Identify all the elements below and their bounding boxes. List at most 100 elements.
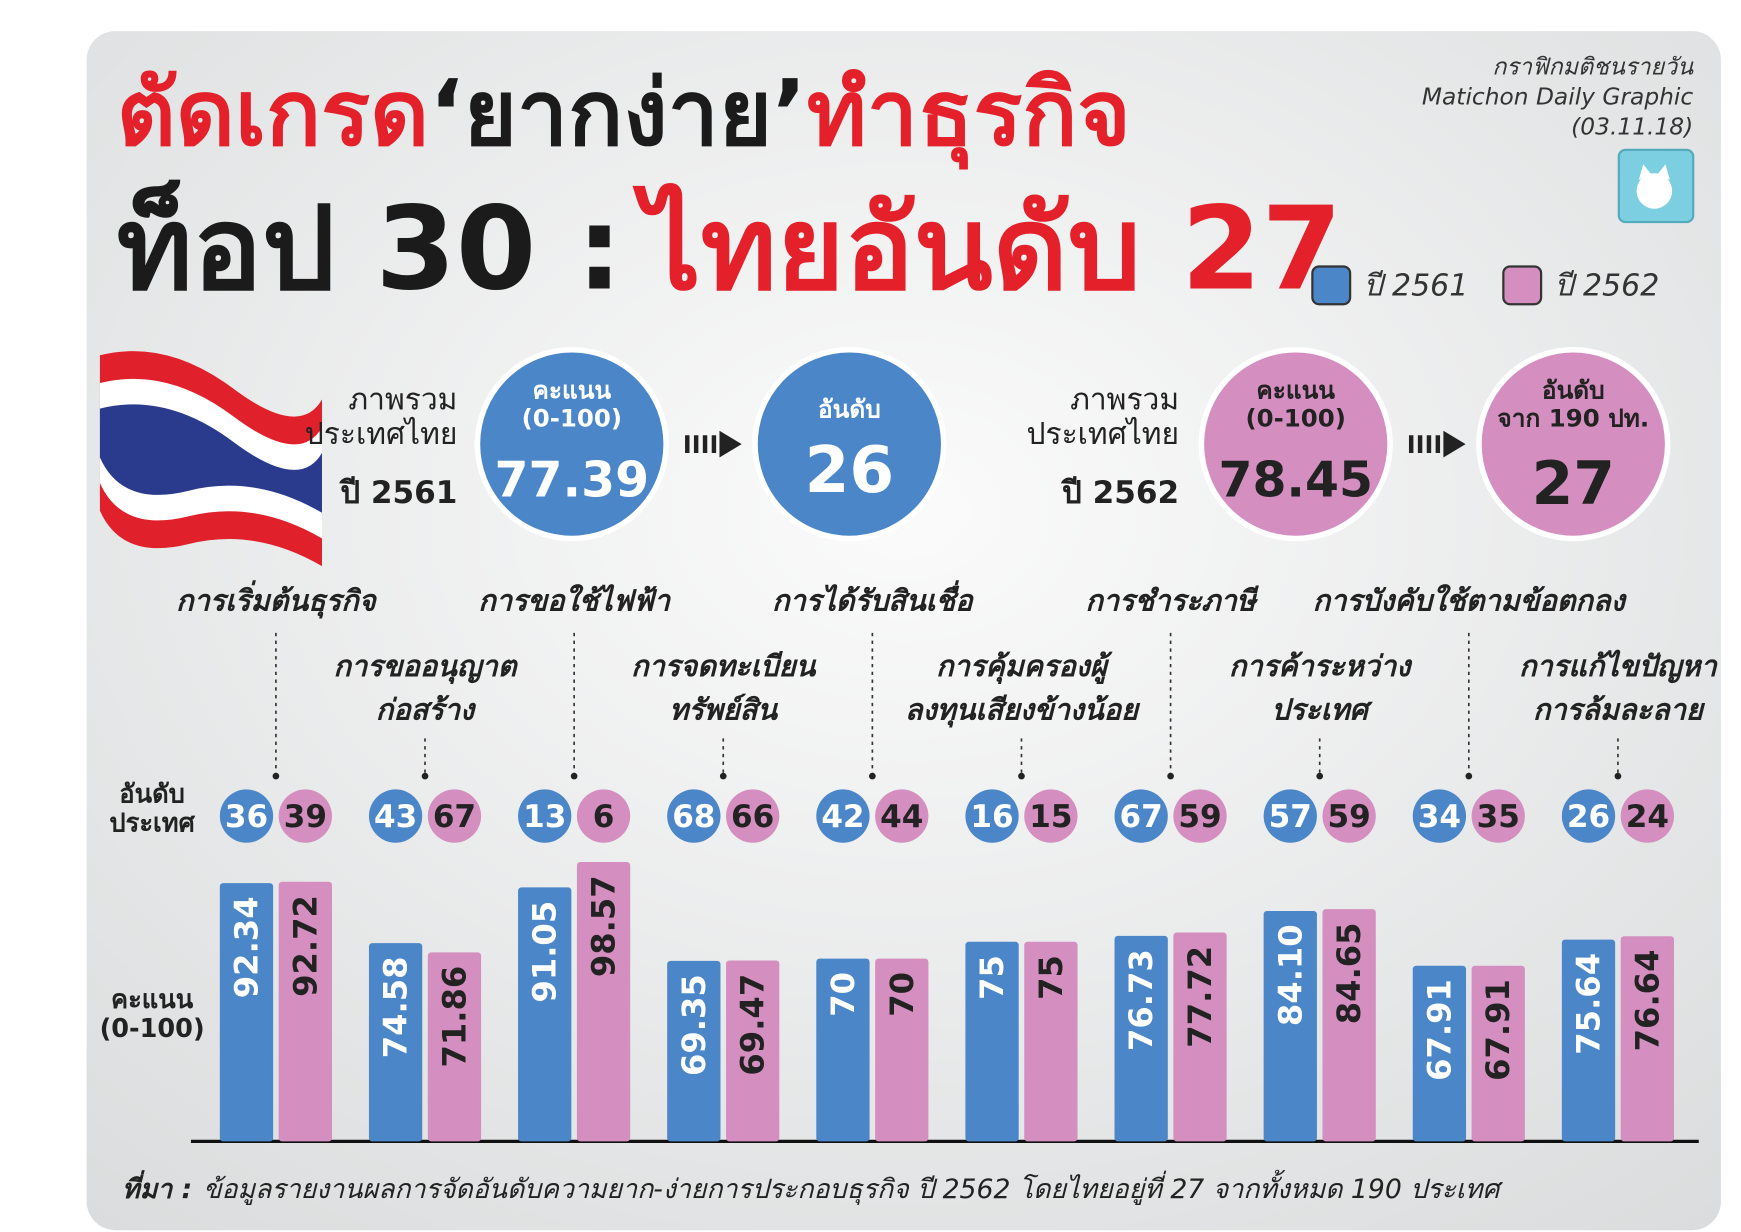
leader-dot <box>272 772 280 780</box>
summary-circle <box>474 346 669 542</box>
rank-label: 67 <box>433 799 476 835</box>
rank-label: 67 <box>1120 799 1163 835</box>
leader-dot <box>1614 772 1622 780</box>
rank-label: อันดับ จาก 190 ปท. <box>1497 377 1650 434</box>
title-line: ท็อป 30 : ไทยอันดับ 27 <box>117 191 1362 306</box>
legend-label: ปี 2561 <box>1363 268 1469 304</box>
rank-label: อันดับ <box>817 396 881 425</box>
rank-circle <box>816 789 870 843</box>
rank-label: 35 <box>1477 799 1520 835</box>
value-label: 91.05 <box>526 901 564 1003</box>
category-label: การค้าระหว่าง ประเทศ <box>1229 650 1411 728</box>
summary-circle <box>1476 346 1671 542</box>
bar <box>816 958 870 1142</box>
rank-label: 36 <box>225 799 268 835</box>
bar <box>576 861 631 1142</box>
legend-label: ปี 2562 <box>1554 268 1660 304</box>
category-label: การเริ่มต้นธุรกิจ <box>176 585 376 619</box>
rank-circle <box>427 789 482 843</box>
rank-circle <box>1173 789 1227 843</box>
summary-year: ปี 2561 <box>340 474 458 511</box>
value-label: 70 <box>824 972 862 1017</box>
rank-circle <box>1322 789 1376 843</box>
rank-circle <box>965 789 1019 843</box>
title-part: ตัดเกรด <box>116 61 430 167</box>
score: 77.39 <box>494 451 650 509</box>
value-label: 77.72 <box>1181 946 1219 1048</box>
rank-circle <box>875 789 929 843</box>
category-label: การชำระภาษี <box>1085 585 1256 619</box>
category-label: การขอใช้ไฟฟ้า <box>478 585 670 619</box>
value-label: 76.73 <box>1122 949 1160 1051</box>
value-label: 75 <box>1032 955 1070 1000</box>
rank-label: 26 <box>1567 799 1610 835</box>
category-label: การแก้ไขปัญหา การล้มละลาย <box>1519 650 1717 728</box>
category-label: การจดทะเบียน ทรัพย์สิน <box>631 650 816 728</box>
value-label: 69.35 <box>675 974 713 1076</box>
category-label: การบังคับใช้ตามข้อตกลง <box>1312 585 1625 619</box>
rank-label: 59 <box>1178 799 1221 835</box>
value-label: 84.65 <box>1330 922 1368 1024</box>
title-part: ทำธุรกิจ <box>806 61 1131 167</box>
cat-icon <box>1617 148 1695 224</box>
source-label: ที่มา : <box>122 1173 193 1205</box>
rank-label: 57 <box>1269 799 1312 835</box>
title-part: ‘ยากง่าย’ <box>429 61 807 167</box>
category-label: การคุ้มครองผู้ ลงทุนเสียงข้างน้อย <box>904 650 1139 728</box>
rank-circle <box>726 789 780 843</box>
leader-dot <box>421 772 429 780</box>
score-label: คะแนน (0-100) <box>521 377 623 434</box>
rank-label: 13 <box>523 799 566 835</box>
rank-circle <box>278 789 332 843</box>
rank-circle <box>219 789 274 843</box>
arrows <box>685 430 1466 458</box>
bar <box>1263 910 1317 1142</box>
value-label: 84.10 <box>1271 924 1309 1026</box>
source-text: ข้อมูลรายงานผลการจัดอันดับความยาก-ง่ายกา… <box>203 1173 1500 1205</box>
rank-label: 39 <box>284 799 327 835</box>
bar <box>1471 965 1525 1142</box>
summary-label: ภาพรวม ประเทศไทย <box>304 383 458 452</box>
value-label: 98.57 <box>585 875 623 977</box>
title-part: ไทยอันดับ 27 <box>642 180 1342 317</box>
bar <box>1322 909 1376 1142</box>
source: ที่มา : ข้อมูลรายงานผลการจัดอันดับความยาก… <box>122 1173 1500 1206</box>
rank-label: 42 <box>821 799 864 835</box>
credit: (03.11.18) <box>1571 113 1694 140</box>
value-label: 71.86 <box>435 966 473 1068</box>
bar <box>278 881 332 1142</box>
rank-label: 34 <box>1418 799 1461 835</box>
leader-dot <box>1018 772 1025 780</box>
rank: 26 <box>804 431 895 508</box>
summary-year: ปี 2562 <box>1062 474 1180 511</box>
rank-label: 59 <box>1328 799 1371 835</box>
bar <box>1561 939 1616 1142</box>
summary-circle <box>752 346 947 542</box>
bar <box>368 943 423 1142</box>
rank-circle <box>667 789 721 843</box>
legend-swatch <box>1502 265 1543 306</box>
value-label: 69.47 <box>734 974 772 1076</box>
bar <box>965 941 1019 1142</box>
bar <box>726 960 780 1142</box>
value-label: 70 <box>883 972 921 1017</box>
rank-label: 44 <box>880 799 923 835</box>
leader-dot <box>719 772 727 780</box>
rank-circle <box>576 789 631 843</box>
bar <box>518 887 572 1142</box>
category-label: การได้รับสินเชื่อ <box>772 585 973 619</box>
bar <box>667 960 721 1142</box>
summary-label: ภาพรวม ประเทศไทย <box>1026 383 1180 452</box>
category-label: การขออนุญาต ก่อสร้าง <box>333 650 517 728</box>
credit: กราฟิกมติชนรายวัน <box>1492 53 1694 80</box>
bar <box>1412 965 1467 1142</box>
value-label: 75.64 <box>1570 953 1608 1055</box>
rank-circle <box>1263 789 1317 843</box>
bar <box>1024 941 1078 1142</box>
title-line: ตัดเกรด‘ยากง่าย’ทำธุรกิจ <box>117 68 1131 160</box>
rank-circle <box>1471 789 1525 843</box>
row-label: คะแนน (0-100) <box>99 985 205 1045</box>
value-label: 92.72 <box>286 895 324 997</box>
